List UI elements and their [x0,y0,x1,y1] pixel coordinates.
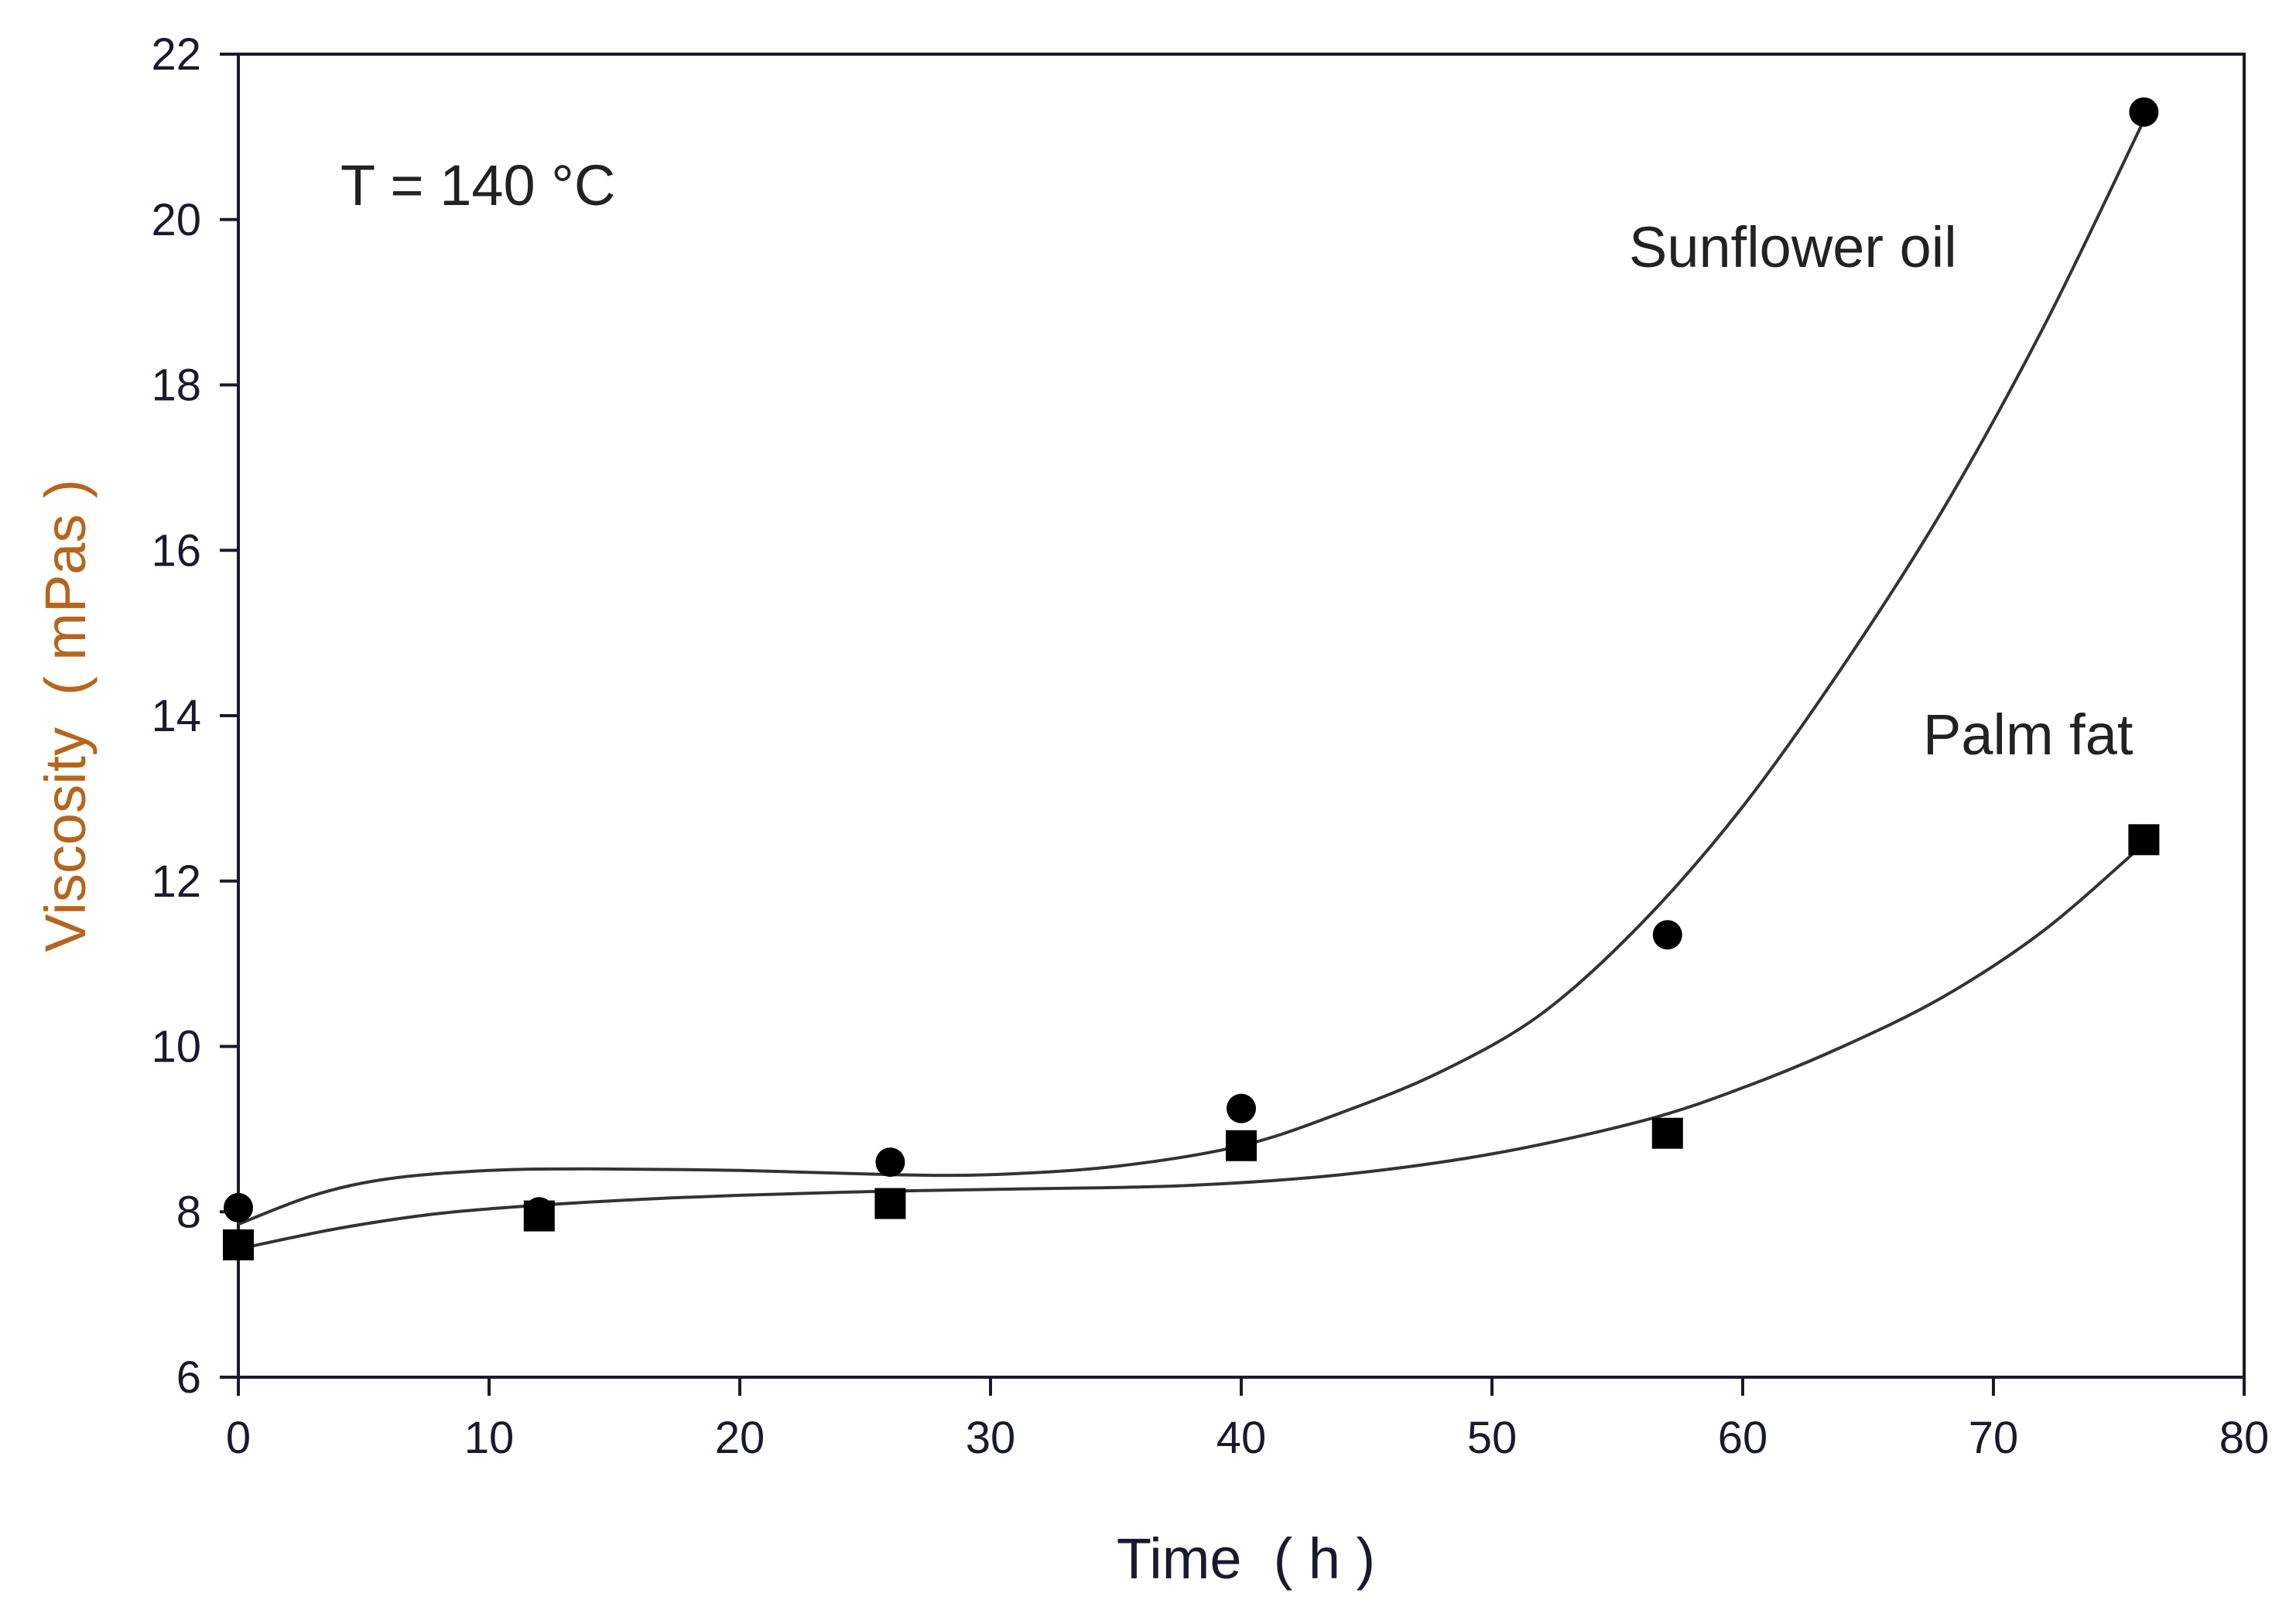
x-tick-label: 60 [1718,1413,1768,1463]
y-tick-label: 18 [151,361,201,411]
sunflower-oil-point [1227,1093,1256,1123]
sunflower-oil-point [1652,920,1682,950]
series-label-sunflower-oil: Sunflower oil [1629,215,1957,279]
y-tick-label: 10 [151,1022,201,1072]
palm-fat-fit-curve [238,843,2145,1251]
y-tick-label: 8 [176,1187,201,1237]
palm-fat-point [1651,1117,1683,1149]
palm-fat-point [223,1229,254,1260]
x-tick-label: 50 [1467,1413,1518,1463]
axes: 0 10 20 30 40 50 60 70 80 6 8 10 12 14 16 18 20 22 [151,29,2269,1463]
palm-fat-point [523,1200,555,1232]
y-tick-label: 22 [151,29,201,80]
y-axis-title: Viscosity ( mPas ) [33,479,98,952]
series-label-palm-fat: Palm fat [1923,703,2133,767]
sunflower-oil-fit-curve [238,119,2146,1226]
x-tick-label: 10 [464,1413,515,1463]
palm-fat-point [2128,824,2160,856]
x-tick-label: 0 [226,1413,251,1463]
data-markers [223,97,2160,1260]
x-tick-label: 80 [2219,1413,2270,1463]
y-tick-label: 12 [151,856,201,907]
sunflower-oil-point [2129,97,2159,127]
x-tick-label: 30 [966,1413,1016,1463]
sunflower-oil-point [875,1147,905,1178]
fit-curves [238,119,2146,1251]
x-tick-label: 70 [1969,1413,2019,1463]
y-tick-label: 6 [176,1352,201,1403]
y-tick-label: 20 [151,195,201,245]
annotation-temperature: T = 140 °C [340,153,615,217]
y-tick-label: 16 [151,525,201,576]
sunflower-oil-point [224,1192,253,1222]
x-tick-label: 40 [1216,1413,1267,1463]
x-tick-label: 20 [715,1413,765,1463]
y-tick-label: 14 [151,691,201,741]
palm-fat-point [1226,1130,1257,1161]
x-axis-title: Time ( h ) [1117,1527,1375,1591]
palm-fat-point [874,1188,906,1219]
